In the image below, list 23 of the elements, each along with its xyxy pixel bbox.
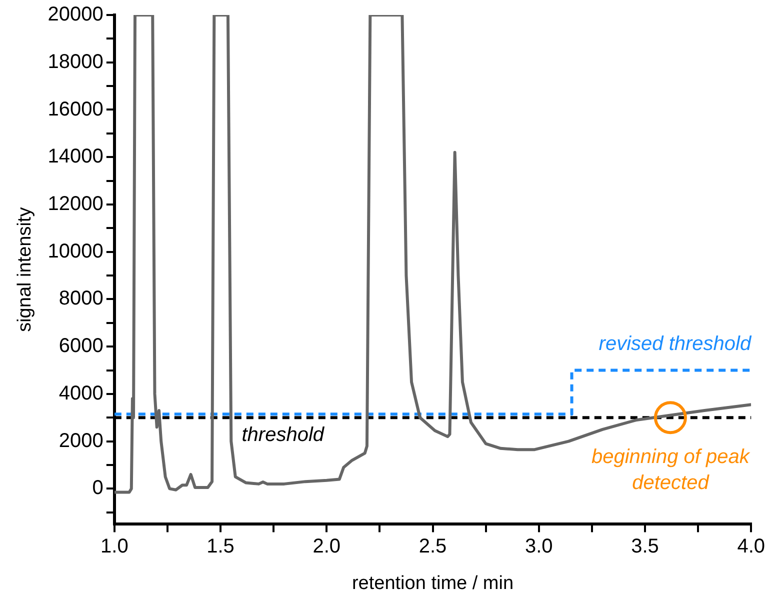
series-label: revised threshold: [598, 332, 752, 355]
x-tick-label: 1.5: [206, 536, 234, 558]
y-tick-label: 16000: [48, 98, 104, 120]
ref-line-label: threshold: [242, 424, 325, 446]
y-tick-label: 4000: [58, 382, 104, 404]
x-tick-label: 1.0: [100, 536, 128, 558]
y-tick-label: 8000: [58, 288, 104, 310]
y-tick-label: 12000: [48, 192, 104, 215]
y-tick-label: 0: [92, 477, 104, 500]
x-tick-label: 2.0: [312, 536, 341, 558]
x-tick-label: 4.0: [737, 536, 766, 558]
y-tick-label: 6000: [58, 335, 104, 358]
y-tick-label: 20000: [48, 4, 104, 26]
x-tick-label: 3.5: [631, 536, 659, 558]
x-tick-label: 2.5: [418, 536, 447, 558]
x-axis-title: retention time / min: [352, 572, 514, 594]
y-tick-label: 14000: [48, 146, 104, 168]
y-tick-label: 10000: [48, 240, 104, 262]
y-axis-title: signal intensity: [14, 206, 36, 332]
y-tick-label: 2000: [58, 430, 104, 452]
x-tick-label: 3.0: [524, 536, 553, 558]
annotation: beginning of peak detected: [591, 446, 750, 494]
y-tick-label: 18000: [48, 50, 104, 73]
